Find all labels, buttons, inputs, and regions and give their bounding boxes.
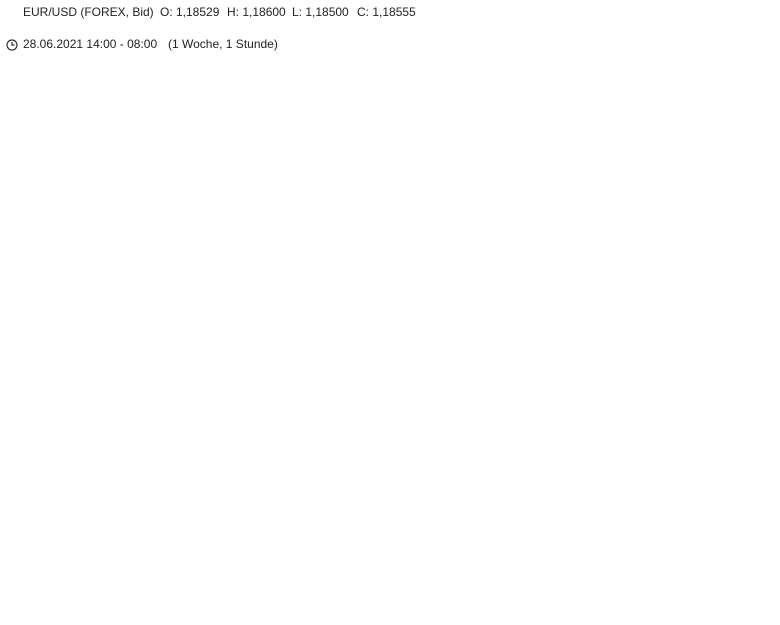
symbol: EUR/USD (FOREX, Bid) bbox=[23, 5, 154, 19]
legend: EUR/USD (FOREX, Bid) O: 1,18529 H: 1,186… bbox=[6, 5, 416, 51]
interval: (1 Woche, 1 Stunde) bbox=[168, 37, 278, 51]
period: 28.06.2021 14:00 - 08:00 bbox=[23, 37, 157, 51]
close: C: 1,18555 bbox=[357, 5, 416, 19]
high: H: 1,18600 bbox=[227, 5, 286, 19]
low: L: 1,18500 bbox=[292, 5, 349, 19]
clock-icon bbox=[6, 39, 18, 51]
open: O: 1,18529 bbox=[160, 5, 220, 19]
clock-hands bbox=[11, 42, 15, 46]
